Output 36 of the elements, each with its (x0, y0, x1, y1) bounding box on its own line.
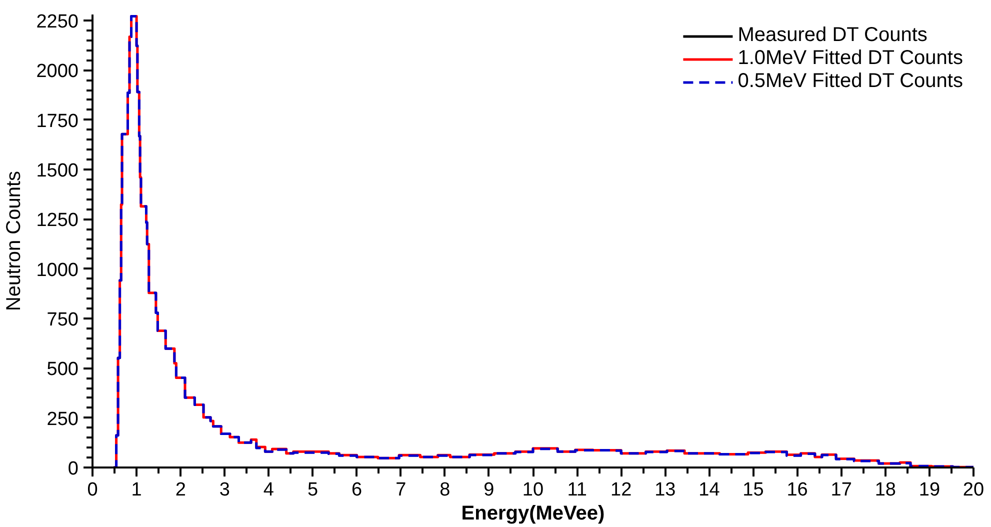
y-tick-label: 750 (46, 309, 78, 330)
x-tick-label: 1 (131, 480, 142, 500)
y-tick-label: 500 (46, 359, 78, 380)
x-tick-label: 8 (440, 480, 450, 500)
x-tick-label: 18 (874, 480, 896, 500)
y-tick-label: 1500 (36, 160, 79, 182)
x-tick-label: 12 (610, 480, 632, 500)
x-tick-label: 10 (522, 480, 544, 500)
y-tick-label: 2000 (36, 61, 79, 82)
legend-label: 1.0MeV Fitted DT Counts (738, 47, 963, 70)
x-tick-label: 19 (918, 480, 940, 500)
x-tick-label: 14 (698, 480, 720, 500)
x-tick-label: 20 (962, 480, 984, 500)
x-tick-label: 6 (352, 480, 362, 500)
x-tick-label: 15 (742, 480, 764, 500)
legend-label: 0.5MeV Fitted DT Counts (738, 70, 963, 93)
x-tick-label: 13 (654, 480, 676, 500)
y-tick-label: 2250 (36, 11, 79, 32)
x-tick-label: 7 (396, 480, 406, 500)
y-axis-title: Neutron Counts (3, 170, 26, 312)
x-axis-title: Energy(MeVee) (461, 502, 605, 524)
x-tick-label: 17 (830, 480, 852, 500)
x-tick-label: 9 (484, 480, 494, 500)
y-tick-label: 250 (46, 408, 78, 430)
x-tick-label: 3 (219, 480, 230, 500)
x-tick-label: 4 (263, 480, 274, 500)
x-tick-label: 0 (87, 480, 98, 500)
y-tick-label: 0 (68, 458, 79, 480)
y-tick-label: 1250 (36, 210, 79, 232)
x-tick-label: 11 (567, 480, 587, 500)
y-tick-label: 1750 (36, 110, 79, 132)
y-tick-label: 1000 (36, 260, 79, 281)
legend-label: Measured DT Counts (738, 24, 928, 47)
x-tick-label: 2 (175, 480, 186, 500)
x-tick-label: 16 (786, 480, 808, 500)
x-tick-label: 5 (307, 480, 318, 500)
